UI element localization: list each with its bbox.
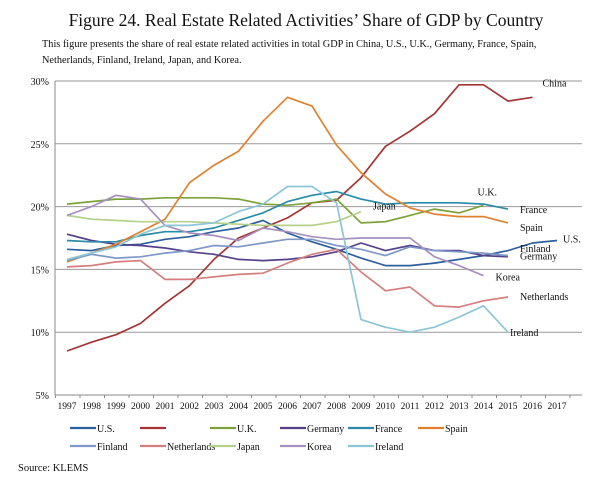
x-tick-label: 1998 [82, 402, 101, 412]
series-line-korea [66, 194, 484, 277]
end-label-u-s: U.S. [563, 234, 581, 245]
legend-item: Finland [70, 442, 128, 453]
series-line-finland [66, 238, 509, 262]
legend-item: U.K. [210, 424, 256, 435]
x-tick-label: 2007 [303, 402, 322, 412]
x-tick-label: 1999 [107, 402, 126, 412]
x-tick-label: 2003 [205, 402, 224, 412]
x-tick-label: 2006 [278, 402, 297, 412]
end-label-china: China [543, 79, 567, 90]
x-tick-label: 2008 [327, 402, 346, 412]
y-tick-label: 15% [31, 265, 49, 276]
series-line-france [66, 190, 509, 243]
y-tick-label: 20% [31, 203, 49, 214]
series-line-ireland [66, 185, 509, 334]
legend-label: U.S. [97, 424, 115, 435]
x-tick-label: 2011 [401, 402, 420, 412]
series-line-spain [66, 96, 509, 263]
end-label-germany: Germany [520, 251, 557, 262]
x-tick-label: 2014 [474, 402, 493, 412]
figure-caption: This figure presents the share of real e… [42, 39, 537, 66]
x-tick-label: 2004 [229, 402, 248, 412]
end-label-netherlands: Netherlands [520, 292, 568, 303]
series-lines [66, 83, 558, 352]
legend-label: Germany [307, 424, 344, 435]
legend-item: Spain [418, 424, 468, 435]
y-tick-label: 5% [36, 391, 49, 402]
series-line-netherlands [66, 248, 509, 308]
series-line-china [66, 83, 533, 352]
end-label-finland: Finland [520, 244, 551, 255]
legend-label: Korea [307, 442, 332, 453]
x-axis-ticks: 1997 1998 1999 2000 2001 2002 2003 2004 2005 2006… [55, 395, 571, 412]
end-label-ireland: Ireland [510, 328, 538, 339]
x-tick-label: 2002 [180, 402, 199, 412]
x-tick-label: 2010 [376, 402, 395, 412]
legend-item: Ireland [348, 442, 403, 453]
x-tick-label: 2012 [425, 402, 444, 412]
y-tick-label: 10% [31, 328, 49, 339]
legend-label: Spain [445, 424, 468, 435]
legend-label: Ireland [375, 442, 403, 453]
axes [54, 81, 582, 396]
end-label-korea: Korea [496, 272, 521, 283]
legend-label: Japan [237, 442, 260, 453]
end-label-spain: Spain [520, 223, 543, 234]
gridlines [55, 80, 582, 333]
x-tick-label: 2017 [548, 402, 567, 412]
legend: U.S. U.K. Germany France Spain Finland Netherl… [70, 424, 468, 453]
x-tick-label: 2009 [352, 402, 371, 412]
x-tick-label: 2015 [499, 402, 518, 412]
y-tick-label: 30% [31, 77, 49, 88]
x-tick-label: 1997 [58, 402, 77, 412]
series-end-labels: China U.K. France Spain Japan U.S. FinlandGerm… [373, 79, 581, 340]
legend-item: U.S. [70, 424, 115, 435]
legend-item: Korea [280, 442, 332, 453]
x-tick-label: 2013 [450, 402, 469, 412]
x-tick-label: 2001 [156, 402, 175, 412]
figure-title: Figure 24. Real Estate Related Activitie… [68, 10, 544, 30]
x-tick-label: 2005 [254, 402, 273, 412]
legend-item: Netherlands [140, 442, 215, 453]
end-label-u-k: U.K. [478, 188, 497, 199]
legend-item: Japan [210, 442, 260, 453]
y-axis-ticks: 5% 10% 15% 20% 25% 30% [31, 77, 49, 402]
x-tick-label: 2016 [523, 402, 542, 412]
legend-label: Netherlands [167, 442, 215, 453]
legend-item: France [348, 424, 403, 435]
legend-label: Finland [97, 442, 128, 453]
end-label-japan: Japan [373, 202, 396, 213]
end-label-france: France [520, 205, 548, 216]
legend-label: France [375, 424, 403, 435]
source-note: Source: KLEMS [18, 463, 89, 474]
legend-item: Germany [280, 424, 344, 435]
series-line-u-s [66, 219, 558, 267]
y-tick-label: 25% [31, 140, 49, 151]
x-tick-label: 2000 [131, 402, 150, 412]
legend-label: U.K. [237, 424, 256, 435]
